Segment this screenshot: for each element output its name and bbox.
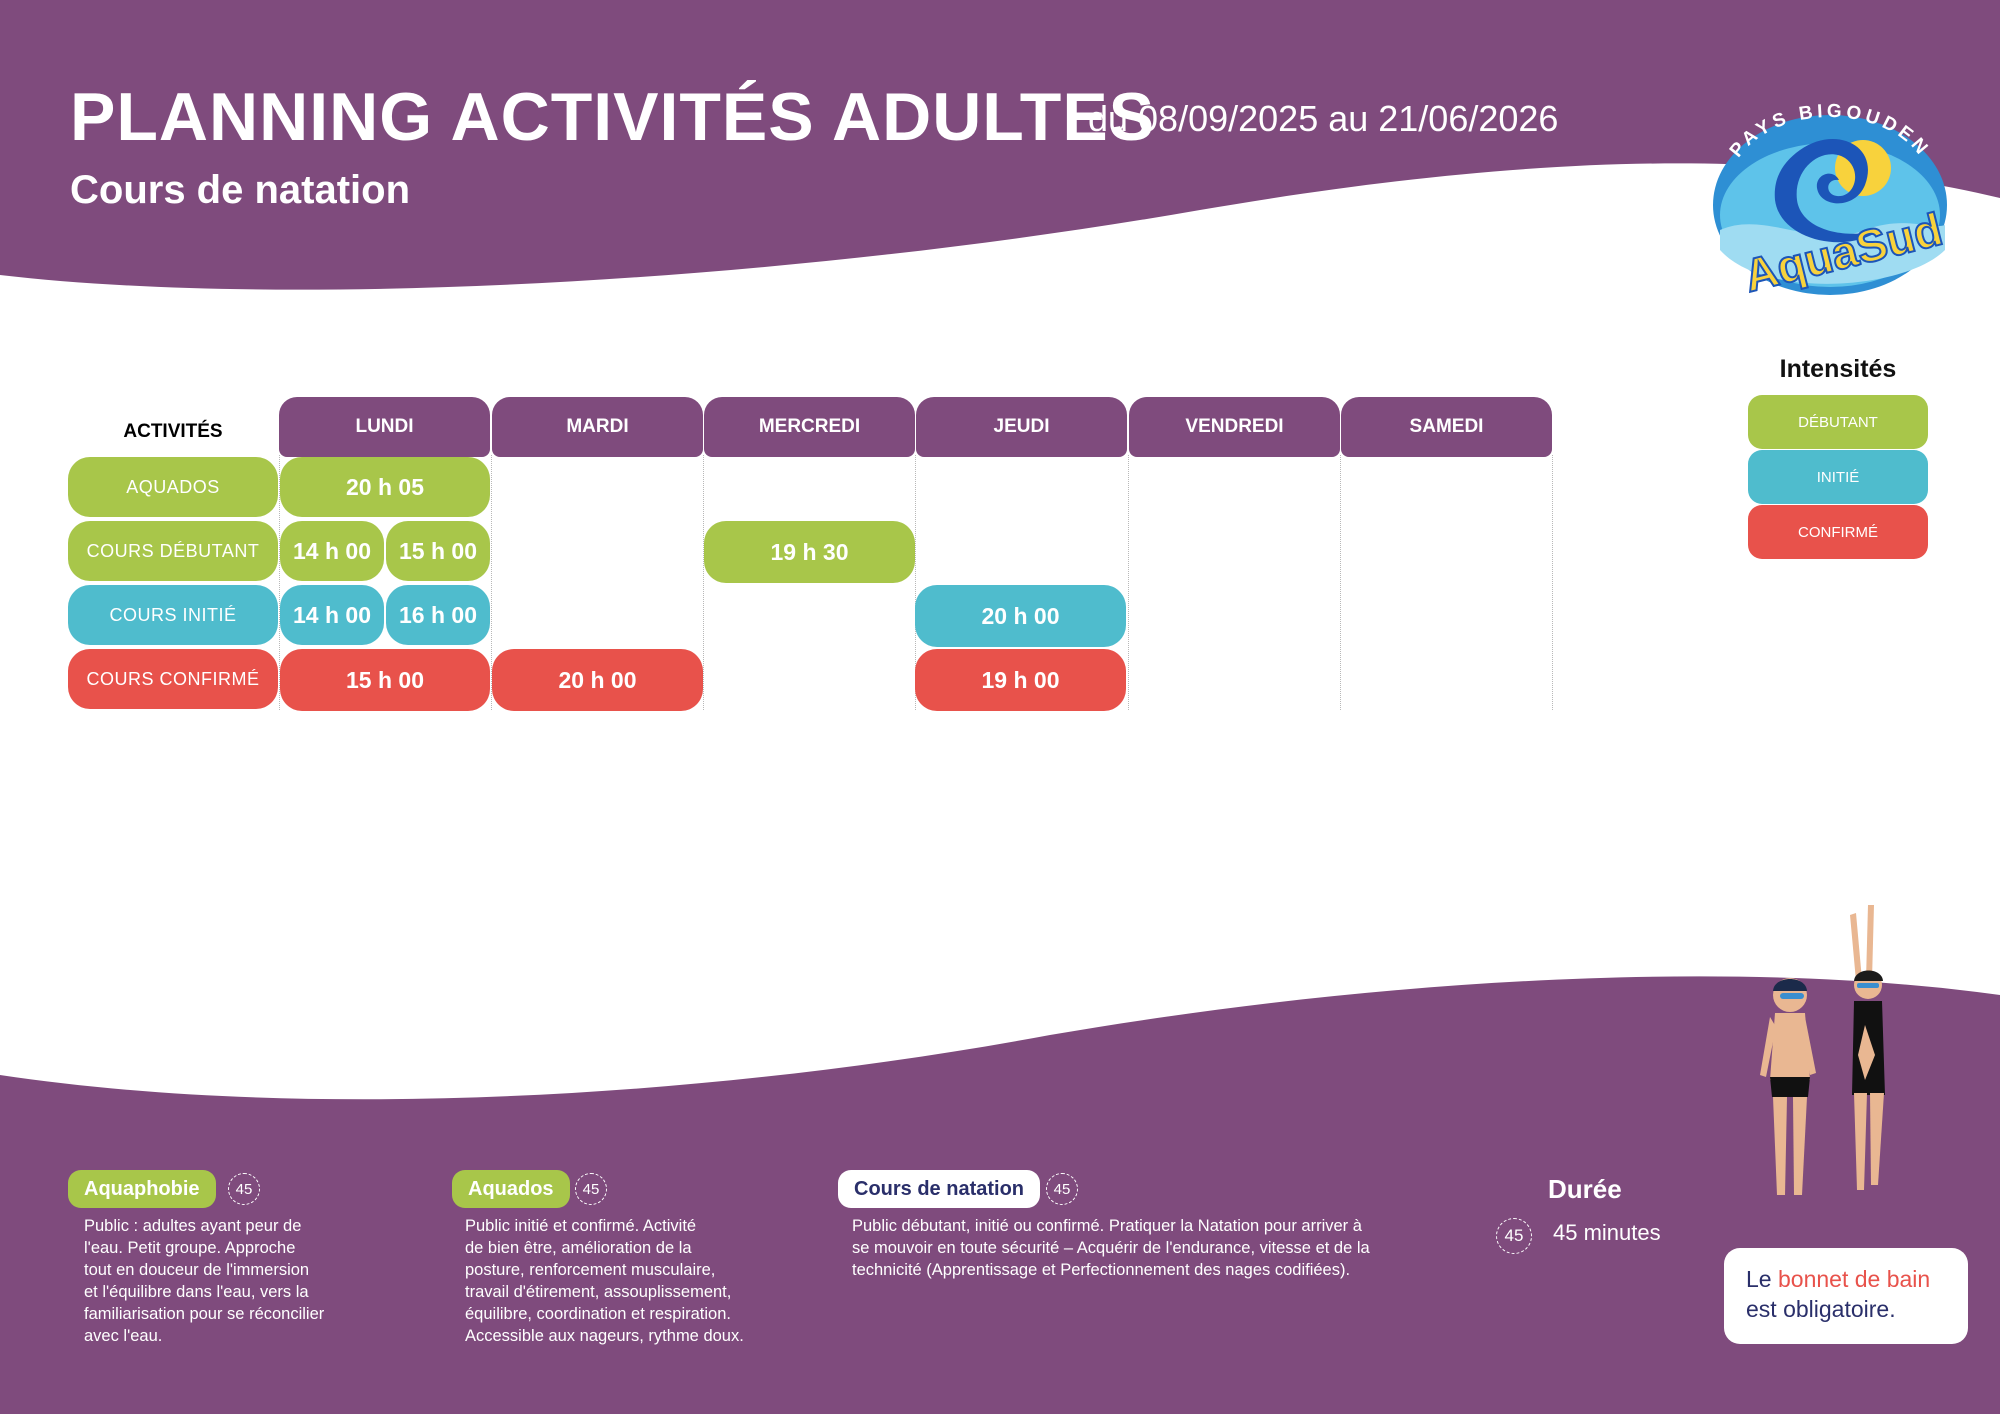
timer-icon: 45 bbox=[1046, 1173, 1078, 1205]
swimmers-illustration bbox=[1740, 905, 1920, 1215]
slot-debutant-lundi-1: 14 h 00 bbox=[280, 521, 384, 581]
day-header-mercredi: MERCREDI bbox=[704, 397, 915, 457]
timer-icon: 45 bbox=[575, 1173, 607, 1205]
intensity-initie: INITIÉ bbox=[1748, 450, 1928, 504]
row-label-cours-initie: COURS INITIÉ bbox=[68, 585, 278, 645]
timer-icon: 45 bbox=[1496, 1218, 1532, 1254]
tag-aquaphobie: Aquaphobie bbox=[68, 1170, 216, 1208]
day-header-vendredi: VENDREDI bbox=[1129, 397, 1340, 457]
timer-icon: 45 bbox=[228, 1173, 260, 1205]
slot-confirme-jeudi: 19 h 00 bbox=[915, 649, 1126, 711]
duree-title: Durée bbox=[1548, 1174, 1622, 1204]
date-range: - du 08/09/2025 au 21/06/2026 bbox=[1066, 98, 1559, 139]
tag-aquados: Aquados bbox=[452, 1170, 570, 1208]
slot-initie-lundi-1: 14 h 00 bbox=[280, 585, 384, 645]
column-separator bbox=[915, 455, 916, 710]
aquasud-logo: PAYS BIGOUDEN AquaSud bbox=[1705, 90, 1955, 303]
row-label-aquados: AQUADOS bbox=[68, 457, 278, 517]
cours-natation-description: Public débutant, initié ou confirmé. Pra… bbox=[852, 1217, 1370, 1279]
slot-debutant-mercredi: 19 h 30 bbox=[704, 521, 915, 583]
column-separator bbox=[703, 455, 704, 710]
slot-initie-jeudi: 20 h 00 bbox=[915, 585, 1126, 647]
header-wave bbox=[0, 0, 2000, 290]
row-label-cours-confirme: COURS CONFIRMÉ bbox=[68, 649, 278, 709]
column-separator bbox=[1128, 455, 1129, 710]
page-subtitle: Cours de natation bbox=[70, 168, 411, 212]
duree-value: 45 minutes bbox=[1553, 1220, 1661, 1245]
column-separator bbox=[1552, 455, 1553, 710]
page-title: PLANNING ACTIVITÉS ADULTES bbox=[70, 79, 1156, 155]
column-separator bbox=[1340, 455, 1341, 710]
aquados-description: Public initié et confirmé. Activité de b… bbox=[465, 1217, 744, 1345]
day-header-mardi: MARDI bbox=[492, 397, 703, 457]
day-header-lundi: LUNDI bbox=[279, 397, 490, 457]
row-label-cours-debutant: COURS DÉBUTANT bbox=[68, 521, 278, 581]
intensity-debutant: DÉBUTANT bbox=[1748, 395, 1928, 449]
bonnet-notice: Le bonnet de bain est obligatoire. bbox=[1724, 1248, 1968, 1344]
slot-debutant-lundi-2: 15 h 00 bbox=[386, 521, 490, 581]
slot-initie-lundi-2: 16 h 00 bbox=[386, 585, 490, 645]
intensity-confirme: CONFIRMÉ bbox=[1748, 505, 1928, 559]
slot-aquados-lundi: 20 h 05 bbox=[280, 457, 490, 517]
column-separator bbox=[491, 455, 492, 710]
slot-confirme-mardi: 20 h 00 bbox=[492, 649, 703, 711]
aquaphobie-description: Public : adultes ayant peur de l'eau. Pe… bbox=[84, 1217, 325, 1345]
day-header-jeudi: JEUDI bbox=[916, 397, 1127, 457]
slot-confirme-lundi: 15 h 00 bbox=[280, 649, 490, 711]
day-header-samedi: SAMEDI bbox=[1341, 397, 1552, 457]
column-separator bbox=[279, 455, 280, 710]
tag-cours-de-natation: Cours de natation bbox=[838, 1170, 1041, 1208]
intensities-title: Intensités bbox=[1779, 355, 1897, 383]
activities-header: ACTIVITÉS bbox=[123, 421, 223, 442]
